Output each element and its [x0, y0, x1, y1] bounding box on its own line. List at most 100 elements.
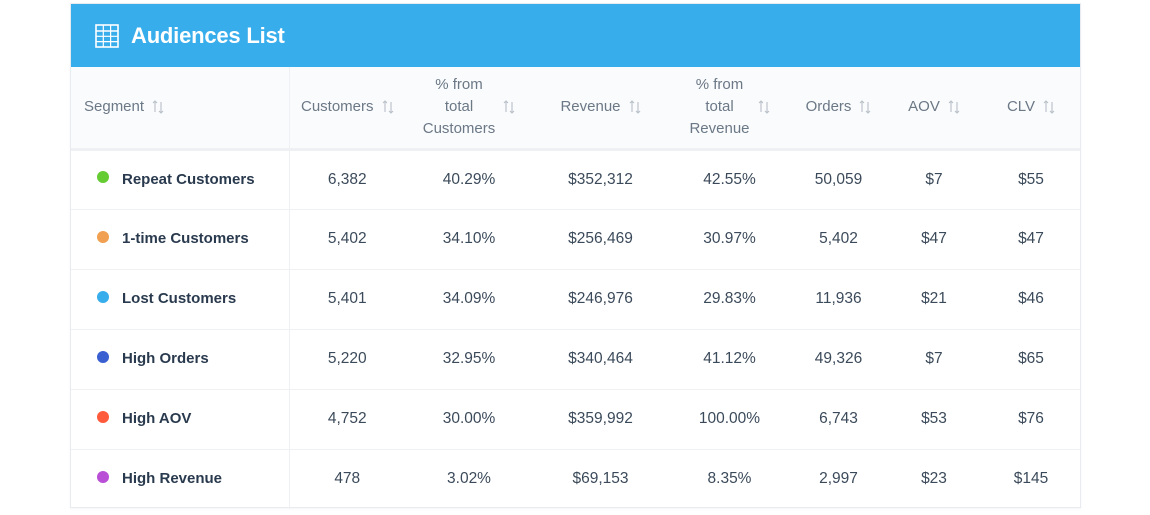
column-header-pct_revenue[interactable]: % from total Revenue [668, 67, 791, 151]
cell-customers: 6,382 [327, 170, 367, 188]
cell-aov: $53 [921, 410, 947, 427]
cell-aov: $23 [921, 470, 947, 488]
column-header-clv[interactable]: CLV [982, 67, 1080, 151]
cell-aov: $7 [925, 350, 943, 367]
segment-cell: Lost Customers [71, 269, 290, 329]
table-body: Repeat Customers 6,382 40.29% $352,312 42.55… [71, 149, 1080, 509]
cell-orders: 50,059 [814, 170, 863, 188]
segment-cell: Repeat Customers [71, 149, 290, 209]
sort-icon[interactable] [152, 100, 164, 115]
column-header-segment[interactable]: Segment [71, 67, 290, 151]
cell-pct_customers: 32.95% [442, 350, 496, 367]
cell-customers: 5,220 [327, 350, 367, 367]
cell-pct_revenue: 41.12% [703, 350, 756, 367]
cell-clv: $47 [1018, 230, 1044, 247]
segment-color-dot [97, 471, 109, 484]
segment-name[interactable]: 1-time Customers [122, 230, 249, 247]
segment-color-dot [97, 410, 109, 423]
segment-color-dot [97, 290, 109, 303]
column-header-aov[interactable]: AOV [886, 67, 982, 151]
segment-cell: High AOV [71, 389, 290, 449]
table-grid-icon [95, 23, 119, 48]
column-header-label: Segment [84, 98, 145, 116]
cell-pct_revenue: 42.55% [703, 170, 756, 188]
cell-orders: 5,402 [819, 230, 858, 247]
column-header-revenue[interactable]: Revenue [533, 67, 668, 151]
segment-cell: High Revenue [71, 449, 290, 509]
segment-color-dot [97, 171, 109, 184]
table-row[interactable]: High Orders 5,220 32.95% $340,464 41.12% 49,3… [71, 329, 1080, 389]
cell-revenue: $246,976 [568, 290, 633, 307]
column-header-label-line: % from [695, 76, 744, 94]
cell-pct_customers: 34.10% [442, 230, 496, 247]
column-header-label-line: Revenue [689, 120, 750, 138]
table-row[interactable]: Repeat Customers 6,382 40.29% $352,312 42.55… [71, 149, 1080, 209]
table-header-row: Segment Customers % from total Customers Reve… [71, 67, 1080, 151]
cell-pct_revenue: 100.00% [698, 410, 761, 427]
cell-clv: $65 [1018, 350, 1044, 367]
segment-name[interactable]: Lost Customers [122, 290, 237, 307]
cell-customers: 5,402 [327, 230, 367, 247]
card-header: Audiences List [71, 4, 1080, 67]
cell-orders: 6,743 [819, 410, 858, 427]
sort-icon[interactable] [758, 100, 770, 115]
column-header-label: Customers [300, 98, 374, 116]
column-header-label: AOV [908, 98, 940, 116]
cell-orders: 49,326 [814, 350, 863, 367]
cell-revenue: $69,153 [572, 470, 629, 488]
column-header-orders[interactable]: Orders [791, 67, 886, 151]
cell-customers: 4,752 [327, 410, 367, 427]
column-header-label: CLV [1006, 98, 1036, 116]
cell-clv: $145 [1013, 470, 1049, 488]
cell-clv: $55 [1018, 170, 1044, 188]
segment-name[interactable]: Repeat Customers [122, 170, 255, 188]
cell-clv: $46 [1018, 290, 1044, 307]
cell-pct_revenue: 8.35% [707, 470, 752, 488]
segment-name[interactable]: High AOV [122, 410, 192, 427]
cell-pct_customers: 40.29% [442, 170, 496, 188]
segment-name[interactable]: High Revenue [122, 470, 223, 488]
table-row[interactable]: Lost Customers 5,401 34.09% $246,976 29.83% 1… [71, 269, 1080, 329]
column-header-label: Revenue [560, 98, 621, 116]
cell-clv: $76 [1018, 410, 1044, 427]
sort-icon[interactable] [382, 100, 394, 115]
card-title: Audiences List [131, 22, 285, 48]
sort-icon[interactable] [629, 100, 641, 115]
cell-revenue: $256,469 [568, 230, 633, 247]
column-header-pct_customers[interactable]: % from total Customers [405, 67, 533, 151]
segment-cell: 1-time Customers [71, 209, 290, 269]
cell-pct_customers: 34.09% [442, 290, 496, 307]
sort-icon[interactable] [859, 100, 871, 115]
column-header-label-line: % from [435, 76, 483, 94]
column-header-label: Orders [805, 98, 852, 116]
segment-cell: High Orders [71, 329, 290, 389]
audiences-list-card: Audiences List Segment Customers % from tot… [70, 3, 1081, 509]
table-row[interactable]: High Revenue 478 3.02% $69,153 8.35% 2,997 $23… [71, 449, 1080, 509]
column-header-customers[interactable]: Customers [289, 67, 405, 151]
table-row[interactable]: High AOV 4,752 30.00% $359,992 100.00% 6,743 $… [71, 389, 1080, 449]
audiences-table: Segment Customers % from total Customers Reve… [71, 67, 1080, 509]
cell-pct_customers: 3.02% [447, 470, 491, 488]
sort-icon[interactable] [503, 100, 515, 115]
column-header-label-line: total [705, 98, 734, 116]
cell-pct_revenue: 29.83% [703, 290, 756, 307]
sort-icon[interactable] [948, 100, 960, 115]
sort-icon[interactable] [1043, 100, 1055, 115]
table-row[interactable]: 1-time Customers 5,402 34.10% $256,469 30.97… [71, 209, 1080, 269]
cell-pct_revenue: 30.97% [703, 230, 756, 247]
cell-customers: 478 [334, 470, 361, 488]
cell-orders: 2,997 [819, 470, 858, 488]
segment-color-dot [97, 350, 109, 363]
cell-pct_customers: 30.00% [442, 410, 496, 427]
segment-name[interactable]: High Orders [122, 350, 209, 367]
cell-orders: 11,936 [815, 290, 862, 307]
cell-aov: $47 [921, 230, 947, 247]
cell-revenue: $359,992 [568, 410, 633, 427]
cell-revenue: $340,464 [568, 350, 633, 367]
cell-customers: 5,401 [327, 290, 367, 307]
cell-revenue: $352,312 [568, 170, 633, 188]
segment-color-dot [97, 230, 109, 243]
column-header-label-line: Customers [422, 120, 496, 138]
cell-aov: $7 [925, 170, 943, 188]
column-header-label-line: total [444, 98, 474, 116]
